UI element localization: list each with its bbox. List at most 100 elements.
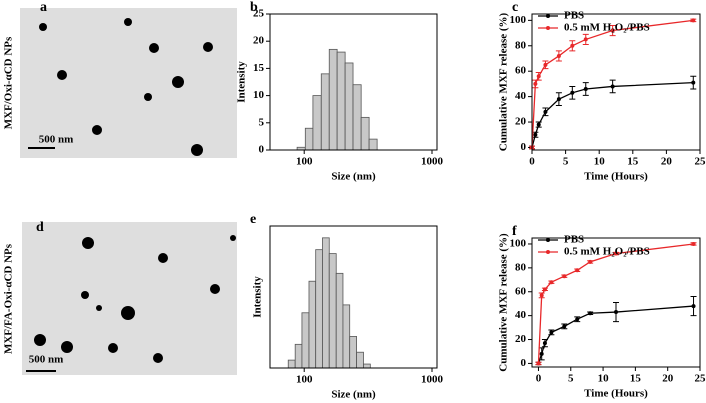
marker: [542, 341, 547, 346]
marker: [539, 351, 544, 356]
x-tick-label: 15: [630, 373, 642, 385]
legend-marker: [546, 238, 550, 242]
marker: [570, 90, 575, 95]
marker: [588, 259, 593, 264]
x-tick-label: 15: [627, 156, 639, 168]
plot-frame: [269, 13, 438, 151]
x-tick-label: 5: [563, 156, 569, 168]
y-axis-label: Cumulative MXF release (%): [498, 233, 510, 372]
bar: [315, 249, 323, 369]
scale-bar-label: 500 nm: [39, 134, 74, 146]
y-tick-label: 20: [515, 116, 527, 128]
bar: [312, 95, 322, 151]
y-tick-label: 0: [259, 144, 265, 156]
panel-label: f: [512, 224, 517, 239]
y-tick-label: 20: [253, 35, 265, 47]
y-tick-label: 0: [521, 357, 527, 369]
bar: [349, 336, 357, 369]
marker: [610, 28, 615, 33]
x-axis-label: Size (nm): [331, 171, 376, 183]
panel-label: a: [40, 0, 47, 15]
marker: [614, 251, 618, 256]
plot-frame: [531, 13, 701, 151]
panel-label: e: [250, 212, 256, 227]
marker: [570, 43, 575, 48]
marker: [542, 287, 547, 292]
x-tick-label: 25: [695, 156, 706, 168]
y-tick-label: 15: [253, 62, 265, 74]
bar: [352, 84, 362, 151]
bar: [304, 127, 314, 151]
x-tick-label: 20: [662, 373, 674, 385]
plot-frame: [531, 237, 701, 368]
marker: [549, 280, 554, 285]
x-tick-label: 10: [598, 373, 610, 385]
marker: [583, 86, 588, 91]
bar: [287, 359, 296, 369]
legend-label: 0.5 mM H₂O₂/PBS: [564, 246, 650, 258]
panel-label: b: [250, 0, 258, 15]
bar: [344, 62, 354, 151]
x-axis-label: Size (nm): [331, 389, 376, 401]
y-tick-label: 100: [510, 238, 527, 250]
marker: [691, 241, 696, 246]
y-tick-label: 20: [515, 333, 527, 345]
x-axis-label: Time (Hours): [584, 171, 648, 183]
bar: [301, 312, 310, 369]
marker: [691, 304, 696, 309]
bar: [360, 116, 370, 151]
y-axis-label: Intensity: [252, 276, 264, 318]
bar: [322, 237, 330, 369]
legend-marker: [546, 250, 550, 254]
y-tick-label: 60: [515, 285, 527, 297]
y-tick-label: 80: [515, 39, 527, 51]
marker: [536, 74, 541, 79]
side-label: MXF/FA-Oxi-αCD NPs: [3, 243, 15, 354]
marker: [556, 53, 561, 58]
marker: [583, 37, 588, 42]
x-tick-label: 25: [695, 373, 706, 385]
y-tick-label: 80: [515, 261, 527, 273]
marker: [610, 84, 615, 89]
y-tick-label: 10: [253, 89, 265, 101]
x-tick-label: 100: [296, 156, 313, 168]
marker: [549, 330, 554, 335]
legend-label: 0.5 mM H₂O₂/PBS: [564, 22, 650, 34]
bar: [328, 253, 337, 369]
legend-marker: [546, 14, 550, 18]
x-tick-label: 5: [568, 373, 574, 385]
marker: [562, 274, 567, 279]
panel-label: c: [512, 0, 518, 15]
x-tick-label: 10: [594, 156, 606, 168]
marker: [539, 293, 544, 298]
legend-marker: [546, 26, 550, 30]
y-tick-label: 0: [521, 141, 527, 153]
x-tick-label: 1000: [421, 374, 444, 386]
x-tick-label: 100: [296, 374, 313, 386]
y-tick-label: 60: [515, 65, 527, 77]
marker: [533, 81, 538, 86]
bar: [336, 51, 346, 151]
bar: [363, 363, 371, 369]
marker: [543, 109, 548, 114]
y-axis-label: Cumulative MXF release (%): [498, 12, 510, 151]
x-tick-label: 1000: [421, 156, 444, 168]
bar: [335, 272, 344, 369]
y-tick-label: 40: [515, 309, 527, 321]
x-axis-label: Time (Hours): [584, 388, 648, 400]
x-tick-label: 20: [661, 156, 673, 168]
bar: [342, 304, 351, 369]
bar: [368, 138, 378, 151]
marker: [562, 324, 567, 329]
side-label: MXF/Oxi-αCD NPs: [3, 36, 15, 129]
bar: [308, 280, 317, 369]
marker: [533, 132, 538, 137]
y-tick-label: 100: [510, 14, 527, 26]
bar: [328, 48, 338, 151]
tem-image: [20, 8, 237, 158]
legend-label: PBS: [564, 10, 584, 22]
marker: [691, 18, 696, 23]
y-tick-label: 25: [253, 8, 265, 20]
marker: [556, 97, 561, 102]
